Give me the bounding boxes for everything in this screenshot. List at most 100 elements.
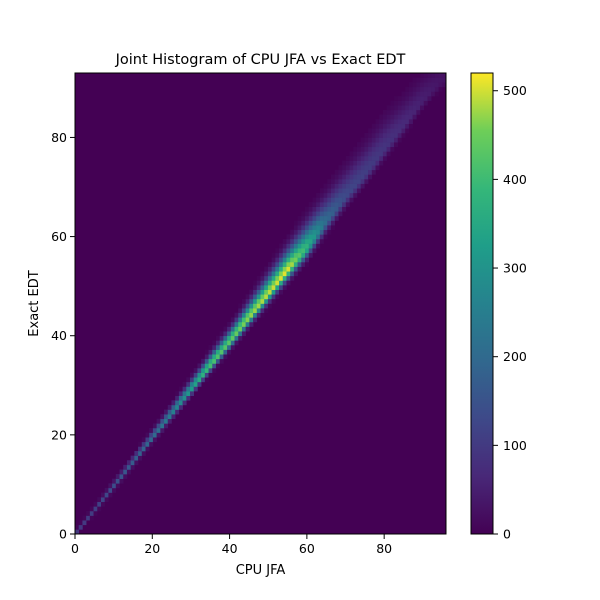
histogram-cell	[208, 349, 213, 355]
histogram-cell	[297, 266, 302, 272]
histogram-cell	[275, 275, 280, 281]
histogram-cell	[356, 146, 361, 152]
histogram-cell	[212, 358, 217, 364]
histogram-cell	[219, 340, 224, 346]
histogram-cell	[379, 123, 384, 129]
histogram-cell	[271, 294, 276, 300]
histogram-cell	[264, 271, 269, 277]
histogram-cell	[193, 377, 198, 383]
histogram-cell	[316, 243, 321, 249]
histogram-cell	[230, 335, 235, 341]
histogram-cell	[416, 100, 421, 106]
histogram-cell	[178, 386, 183, 392]
histogram-cell	[271, 252, 276, 258]
colorbar-tick-label: 200	[503, 349, 527, 364]
histogram-cell	[282, 262, 287, 267]
histogram-cell	[267, 262, 272, 267]
y-tick-label: 80	[51, 130, 67, 145]
histogram-cell	[397, 137, 402, 143]
histogram-cell	[230, 344, 235, 350]
x-tick-label: 40	[222, 541, 238, 556]
histogram-cell	[345, 202, 350, 207]
histogram-cell	[215, 358, 220, 364]
histogram-cell	[382, 114, 387, 120]
histogram-cell	[282, 266, 287, 272]
histogram-cell	[275, 266, 280, 272]
y-tick-label: 60	[51, 229, 67, 244]
histogram-cell	[175, 400, 180, 406]
histogram-cell	[238, 308, 243, 314]
histogram-cell	[208, 368, 213, 373]
histogram-cell	[212, 344, 217, 350]
histogram-cell	[89, 510, 94, 516]
histogram-cell	[356, 155, 361, 161]
histogram-cell	[401, 109, 406, 115]
histogram-cell	[260, 271, 265, 277]
histogram-cell	[193, 368, 198, 373]
colorbar-tick-label: 300	[503, 261, 527, 276]
histogram-cell	[323, 225, 328, 231]
histogram-cell	[305, 225, 310, 231]
histogram-cell	[431, 73, 436, 78]
histogram-cell	[305, 211, 310, 217]
histogram-cell	[334, 169, 339, 175]
histogram-cell	[386, 119, 391, 125]
histogram-cell	[345, 174, 350, 180]
histogram-cell	[305, 262, 310, 267]
histogram-cell	[267, 294, 272, 300]
histogram-cell	[401, 119, 406, 125]
histogram-cell	[386, 109, 391, 115]
histogram-cell	[360, 179, 365, 184]
histogram-cell	[382, 132, 387, 138]
histogram-cell	[390, 123, 395, 129]
histogram-cell	[434, 91, 439, 97]
histogram-cell	[342, 169, 347, 175]
histogram-cell	[368, 137, 373, 143]
histogram-cell	[316, 229, 321, 235]
histogram-cell	[197, 372, 202, 378]
histogram-cell	[215, 354, 220, 360]
x-axis-label: CPU JFA	[236, 563, 286, 578]
histogram-cell	[379, 146, 384, 152]
histogram-cell	[353, 146, 358, 152]
histogram-cell	[386, 146, 391, 152]
histogram-cell	[364, 165, 369, 171]
histogram-cell	[405, 91, 410, 97]
histogram-cell	[312, 202, 317, 207]
histogram-cell	[241, 331, 246, 337]
histogram-cell	[279, 252, 284, 258]
histogram-cell	[282, 280, 287, 286]
plot-frame	[74, 72, 447, 535]
histogram-cell	[345, 160, 350, 166]
histogram-cell	[427, 91, 432, 97]
histogram-cell	[394, 142, 399, 148]
histogram-cell	[434, 77, 439, 83]
histogram-cell	[375, 123, 380, 129]
histogram-cell	[420, 105, 425, 111]
histogram-cell	[364, 174, 369, 180]
histogram-cell	[238, 317, 243, 323]
histogram-cell	[423, 73, 428, 78]
histogram-cell	[171, 409, 176, 415]
histogram-cell	[249, 312, 254, 318]
colorbar-ticks: 0 100 200 300 400 500	[493, 83, 527, 542]
histogram-cell	[431, 86, 436, 92]
histogram-cell	[286, 275, 291, 281]
histogram-cell	[271, 275, 276, 281]
histogram-cell	[394, 132, 399, 138]
histogram-cell	[290, 248, 295, 254]
histogram-cell	[349, 179, 354, 184]
histogram-cell	[123, 474, 128, 479]
histogram-cell	[323, 188, 328, 194]
histogram-cell	[371, 142, 376, 148]
histogram-cell	[379, 160, 384, 166]
histogram-cell	[394, 114, 399, 120]
histogram-cell	[293, 234, 298, 240]
histogram-cell	[201, 368, 206, 373]
histogram-cell	[186, 391, 191, 396]
histogram-cell	[408, 114, 413, 120]
histogram-cell	[308, 229, 313, 235]
histogram-cell	[249, 321, 254, 327]
histogram-cell	[197, 363, 202, 369]
histogram-cell	[182, 395, 187, 401]
